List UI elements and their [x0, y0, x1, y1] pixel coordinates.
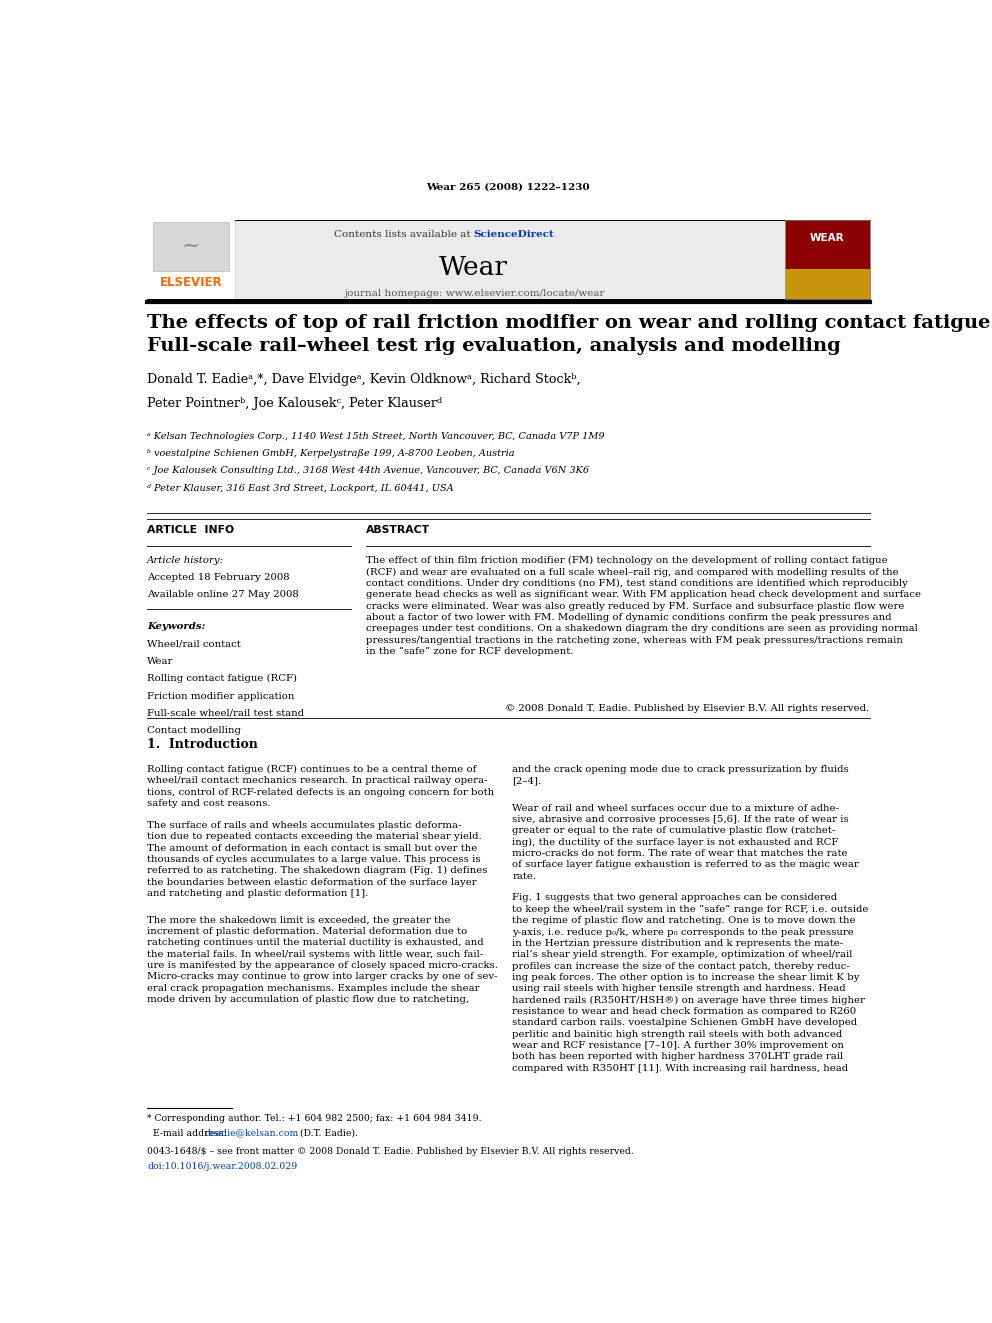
- FancyBboxPatch shape: [147, 220, 235, 299]
- Text: Peter Pointnerᵇ, Joe Kalousekᶜ, Peter Klauserᵈ: Peter Pointnerᵇ, Joe Kalousekᶜ, Peter Kl…: [147, 397, 442, 410]
- FancyBboxPatch shape: [786, 269, 870, 299]
- Text: and the crack opening mode due to crack pressurization by fluids
[2–4].: and the crack opening mode due to crack …: [512, 765, 849, 786]
- Text: ARTICLE  INFO: ARTICLE INFO: [147, 525, 234, 536]
- Text: ᶜ Joe Kalousek Consulting Ltd., 3168 West 44th Avenue, Vancouver, BC, Canada V6N: ᶜ Joe Kalousek Consulting Ltd., 3168 Wes…: [147, 467, 589, 475]
- Text: Donald T. Eadieᵃ,*, Dave Elvidgeᵃ, Kevin Oldknowᵃ, Richard Stockᵇ,: Donald T. Eadieᵃ,*, Dave Elvidgeᵃ, Kevin…: [147, 373, 580, 386]
- Text: Rolling contact fatigue (RCF) continues to be a central theme of
wheel/rail cont: Rolling contact fatigue (RCF) continues …: [147, 765, 494, 808]
- Text: Contents lists available at: Contents lists available at: [334, 230, 474, 239]
- Text: ᵇ voestalpine Schienen GmbH, Kerpelystraße 199, A-8700 Leoben, Austria: ᵇ voestalpine Schienen GmbH, Kerpelystra…: [147, 448, 515, 458]
- Text: Article history:: Article history:: [147, 556, 224, 565]
- Text: (D.T. Eadie).: (D.T. Eadie).: [297, 1129, 358, 1138]
- Text: The effects of top of rail friction modifier on wear and rolling contact fatigue: The effects of top of rail friction modi…: [147, 314, 992, 355]
- Text: Wear of rail and wheel surfaces occur due to a mixture of adhe-
sive, abrasive a: Wear of rail and wheel surfaces occur du…: [512, 803, 859, 881]
- FancyBboxPatch shape: [786, 220, 870, 299]
- Text: * Corresponding author. Tel.: +1 604 982 2500; fax: +1 604 984 3419.: * Corresponding author. Tel.: +1 604 982…: [147, 1114, 482, 1123]
- Text: Contact modelling: Contact modelling: [147, 726, 241, 736]
- Text: 0043-1648/$ – see front matter © 2008 Donald T. Eadie. Published by Elsevier B.V: 0043-1648/$ – see front matter © 2008 Do…: [147, 1147, 634, 1156]
- Text: The more the shakedown limit is exceeded, the greater the
increment of plastic d: The more the shakedown limit is exceeded…: [147, 916, 498, 1004]
- Text: Wear: Wear: [439, 254, 508, 279]
- Text: Wheel/rail contact: Wheel/rail contact: [147, 639, 241, 648]
- Text: WEAR: WEAR: [810, 233, 845, 243]
- Text: ELSEVIER: ELSEVIER: [160, 277, 222, 290]
- Text: ᵈ Peter Klauser, 316 East 3rd Street, Lockport, IL 60441, USA: ᵈ Peter Klauser, 316 East 3rd Street, Lo…: [147, 484, 453, 492]
- FancyBboxPatch shape: [153, 222, 228, 271]
- Text: The surface of rails and wheels accumulates plastic deforma-
tion due to repeate: The surface of rails and wheels accumula…: [147, 820, 487, 898]
- Text: Full-scale wheel/rail test stand: Full-scale wheel/rail test stand: [147, 709, 305, 718]
- Text: Accepted 18 February 2008: Accepted 18 February 2008: [147, 573, 290, 582]
- Text: © 2008 Donald T. Eadie. Published by Elsevier B.V. All rights reserved.: © 2008 Donald T. Eadie. Published by Els…: [506, 704, 870, 713]
- FancyBboxPatch shape: [235, 220, 786, 299]
- Text: Fig. 1 suggests that two general approaches can be considered
to keep the wheel/: Fig. 1 suggests that two general approac…: [512, 893, 869, 1073]
- Text: The effect of thin film friction modifier (FM) technology on the development of : The effect of thin film friction modifie…: [366, 556, 922, 656]
- Text: doi:10.1016/j.wear.2008.02.029: doi:10.1016/j.wear.2008.02.029: [147, 1162, 298, 1171]
- Text: Wear 265 (2008) 1222–1230: Wear 265 (2008) 1222–1230: [427, 183, 590, 192]
- Text: Friction modifier application: Friction modifier application: [147, 692, 295, 701]
- Text: journal homepage: www.elsevier.com/locate/wear: journal homepage: www.elsevier.com/locat…: [343, 290, 604, 298]
- Text: 1.  Introduction: 1. Introduction: [147, 738, 258, 751]
- Text: ABSTRACT: ABSTRACT: [366, 525, 431, 536]
- Text: Wear: Wear: [147, 658, 174, 665]
- Text: E-mail address:: E-mail address:: [147, 1129, 230, 1138]
- Text: Available online 27 May 2008: Available online 27 May 2008: [147, 590, 299, 599]
- Text: ᵃ Kelsan Technologies Corp., 1140 West 15th Street, North Vancouver, BC, Canada : ᵃ Kelsan Technologies Corp., 1140 West 1…: [147, 431, 605, 441]
- Text: Rolling contact fatigue (RCF): Rolling contact fatigue (RCF): [147, 675, 297, 684]
- Text: ~: ~: [182, 235, 200, 258]
- Text: ScienceDirect: ScienceDirect: [474, 230, 555, 239]
- Text: Keywords:: Keywords:: [147, 622, 205, 631]
- Text: deadie@kelsan.com: deadie@kelsan.com: [204, 1129, 299, 1138]
